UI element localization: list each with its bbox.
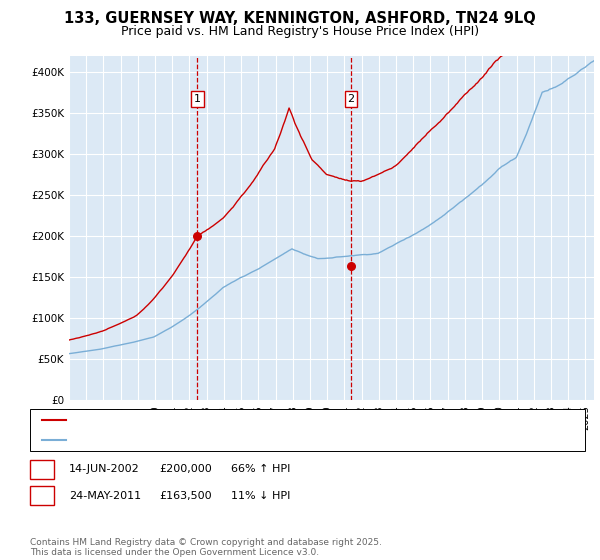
- Text: Price paid vs. HM Land Registry's House Price Index (HPI): Price paid vs. HM Land Registry's House …: [121, 25, 479, 38]
- Text: £200,000: £200,000: [159, 464, 212, 474]
- Text: 1: 1: [194, 94, 201, 104]
- Text: 24-MAY-2011: 24-MAY-2011: [69, 491, 141, 501]
- Text: £163,500: £163,500: [159, 491, 212, 501]
- Text: Contains HM Land Registry data © Crown copyright and database right 2025.
This d: Contains HM Land Registry data © Crown c…: [30, 538, 382, 557]
- Text: 133, GUERNSEY WAY, KENNINGTON, ASHFORD, TN24 9LQ: 133, GUERNSEY WAY, KENNINGTON, ASHFORD, …: [64, 11, 536, 26]
- Text: 11% ↓ HPI: 11% ↓ HPI: [231, 491, 290, 501]
- Text: HPI: Average price, semi-detached house, Ashford: HPI: Average price, semi-detached house,…: [69, 435, 331, 445]
- Text: 14-JUN-2002: 14-JUN-2002: [69, 464, 140, 474]
- Text: 133, GUERNSEY WAY, KENNINGTON, ASHFORD, TN24 9LQ (semi-detached house): 133, GUERNSEY WAY, KENNINGTON, ASHFORD, …: [69, 415, 492, 424]
- Text: 1: 1: [38, 463, 46, 476]
- Text: 2: 2: [347, 94, 355, 104]
- Text: 2: 2: [38, 489, 46, 502]
- Point: [346, 262, 356, 271]
- Point: [193, 232, 202, 241]
- Text: 66% ↑ HPI: 66% ↑ HPI: [231, 464, 290, 474]
